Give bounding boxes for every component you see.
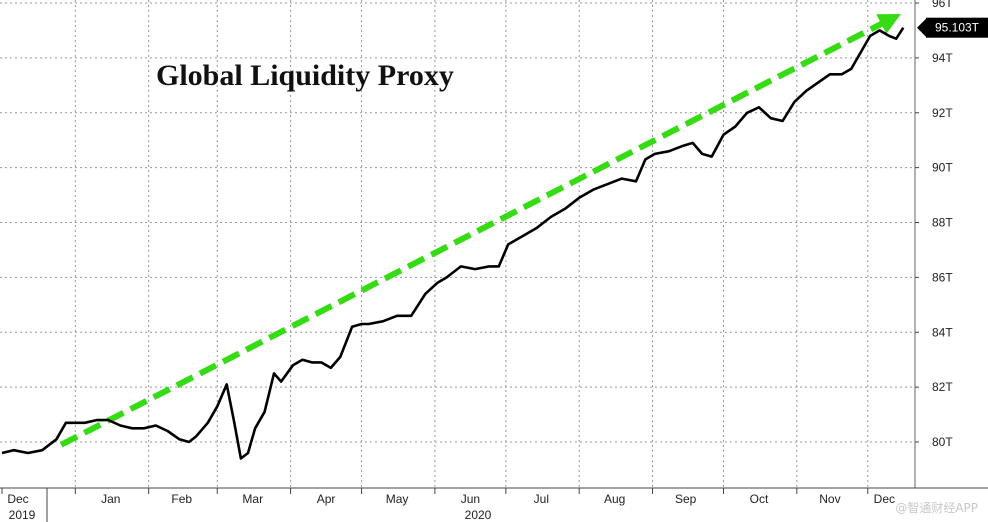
y-tick-label: 96T	[932, 0, 953, 10]
horizontal-gridlines	[0, 2, 915, 443]
series-line-global-liquidity	[1, 26, 905, 460]
x-tick-label: Jul	[534, 492, 549, 506]
year-labels: 2019 2020	[9, 488, 492, 522]
x-tick-label: Dec	[7, 492, 28, 506]
x-axis-ticks: Dec Jan Feb Mar Apr May Jun Jul Aug Sep Oct Nov Dec	[1, 488, 895, 506]
series-layer	[1, 13, 905, 460]
chart-title: Global Liquidity Proxy	[156, 59, 454, 92]
y-tick-label: 82T	[932, 380, 953, 394]
y-tick-label: 86T	[932, 270, 953, 284]
last-value-badge: 95.103T	[917, 17, 988, 38]
x-tick-label: Feb	[171, 492, 192, 506]
x-tick-label: Jun	[461, 492, 480, 506]
x-tick-label: Dec	[874, 492, 895, 506]
year-label: 2020	[465, 508, 492, 522]
watermark: @智通财经APP	[895, 500, 978, 515]
x-tick-label: Mar	[242, 492, 263, 506]
y-tick-label: 80T	[932, 435, 953, 449]
y-axis-ticks: 80T 82T 84T 86T 88T 90T 92T 94T 96T	[915, 0, 953, 449]
y-tick-label: 94T	[932, 51, 953, 65]
y-tick-label: 90T	[932, 161, 953, 175]
x-tick-label: Jan	[101, 492, 120, 506]
x-tick-label: Apr	[317, 492, 336, 506]
x-tick-label: Sep	[675, 492, 697, 506]
x-tick-label: May	[386, 492, 409, 506]
vertical-gridlines	[74, 0, 869, 488]
trend-arrowhead	[876, 13, 901, 34]
x-tick-label: Aug	[604, 492, 625, 506]
x-tick-label: Nov	[819, 492, 840, 506]
last-value-label: 95.103T	[935, 21, 980, 35]
y-tick-label: 88T	[932, 216, 953, 230]
last-value-pointer	[917, 17, 927, 38]
y-tick-label: 84T	[932, 325, 953, 339]
last-value-box	[926, 17, 988, 38]
year-label: 2019	[9, 508, 36, 522]
x-tick-label: Oct	[750, 492, 769, 506]
y-tick-label: 92T	[932, 106, 953, 120]
